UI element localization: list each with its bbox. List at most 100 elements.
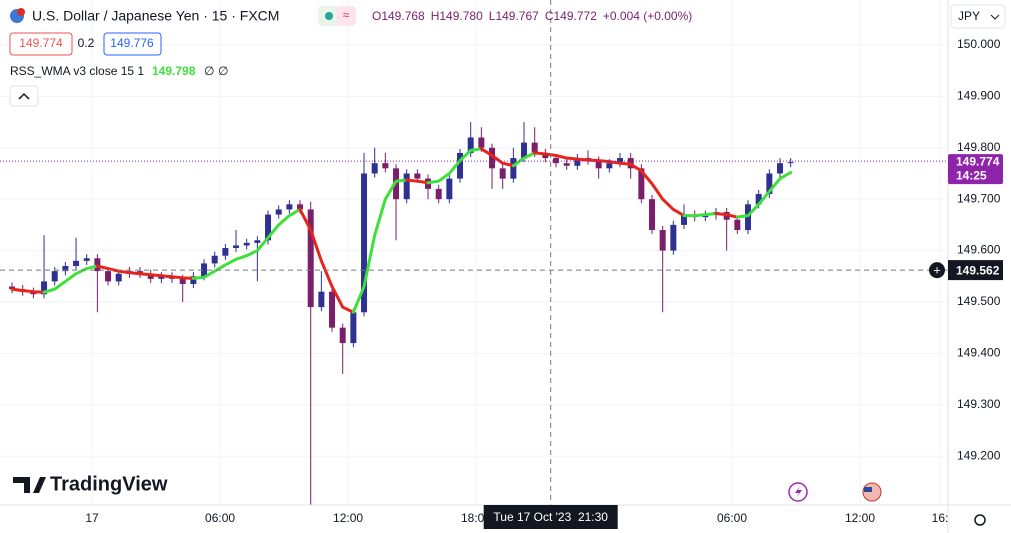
indicator-na: ∅ <box>218 64 228 78</box>
candle-body <box>201 263 208 277</box>
candle-body <box>275 209 282 215</box>
y-tick-label: 149.300 <box>957 397 1001 411</box>
candle-body <box>211 255 218 264</box>
candle-body <box>41 281 48 295</box>
candle-body <box>254 240 261 243</box>
candle-body <box>478 137 485 148</box>
y-tick-label: 149.900 <box>957 89 1001 103</box>
indicator-na: ∅ <box>204 64 214 78</box>
indicator-line <box>714 212 739 219</box>
y-tick-label: 149.800 <box>957 140 1001 154</box>
indicator-line <box>735 170 793 219</box>
change: +0.004 (+0.00%) <box>603 9 692 23</box>
crosshair-time: Tue 17 Oct '23 21:30 <box>493 510 608 524</box>
candle-body <box>777 163 784 174</box>
candle-body <box>638 168 645 200</box>
crosshair-add <box>929 262 945 279</box>
sell-price[interactable]: 149.774 <box>19 36 63 50</box>
event-flag-part <box>864 487 872 492</box>
logo-icon <box>13 477 46 493</box>
candle-body <box>531 142 538 153</box>
currency[interactable]: JPY <box>958 9 980 23</box>
indicator-line <box>298 207 355 314</box>
status-dot <box>325 12 333 20</box>
y-tick-label: 149.700 <box>957 191 1001 205</box>
sell-button[interactable] <box>9 32 73 56</box>
candle-body <box>574 158 581 166</box>
candle-body <box>51 271 58 282</box>
status-badge[interactable] <box>336 6 356 26</box>
symbol-icon <box>17 8 25 16</box>
indicator-line <box>351 178 409 314</box>
candle-body <box>83 258 90 261</box>
candle-body <box>734 219 741 231</box>
countdown: 14:25 <box>956 168 987 182</box>
candle-body <box>297 204 304 210</box>
plot <box>0 0 948 505</box>
candle-body <box>606 163 613 169</box>
ohlc: O149.768 H149.780 L149.767 C149.772 <box>372 9 597 23</box>
candle-body <box>62 265 69 272</box>
last-price-box <box>948 154 1003 185</box>
candle-body <box>659 230 666 251</box>
indicator-line <box>10 287 46 294</box>
candle-body <box>339 327 346 344</box>
x-tick-label: 17 <box>85 511 99 525</box>
indicator-line <box>682 212 718 218</box>
candle-body <box>542 152 549 159</box>
candle-body <box>382 163 389 169</box>
currency-dropdown[interactable] <box>950 4 1006 29</box>
y-tick-label: 149.400 <box>957 346 1001 360</box>
axes: 150.000 149.900 149.800 149.700 149.600 149.5… <box>85 37 1003 529</box>
candle-body <box>521 142 528 159</box>
last-price-label: 149.774 <box>956 154 1000 168</box>
buy-button[interactable] <box>103 32 162 56</box>
candle-body <box>670 224 677 251</box>
indicator-name[interactable]: RSS_WMA v3 close 15 1 <box>10 64 144 78</box>
candle-body <box>446 178 453 200</box>
candle-body <box>755 194 762 205</box>
candle-body <box>179 278 186 284</box>
candle-body <box>329 291 336 328</box>
candle-body <box>745 204 752 231</box>
indicator-line <box>42 264 99 294</box>
spread: 0.2 <box>78 36 95 50</box>
crosshair-add-glyph: + <box>933 263 941 278</box>
candle-body <box>233 245 240 249</box>
candle-body <box>371 163 378 174</box>
indicator-value: 149.798 <box>152 64 196 78</box>
candle-body <box>286 204 293 210</box>
ohlc-value: C149.772 <box>545 9 597 23</box>
candle-body <box>147 273 154 279</box>
logo[interactable]: TradingView <box>50 473 168 495</box>
candle-body <box>414 173 421 179</box>
buy-price[interactable]: 149.776 <box>110 36 154 50</box>
crosshair-price-box <box>948 260 1003 281</box>
candle-body <box>265 214 272 241</box>
ohlc-value: O149.768 <box>372 9 425 23</box>
candle-body <box>222 248 229 256</box>
candle-body <box>403 173 410 200</box>
candle-body <box>595 160 602 169</box>
indicator-line <box>191 207 302 280</box>
candle-body <box>307 209 314 308</box>
y-tick-label: 150.000 <box>957 37 1001 51</box>
x-tick-label: 06:00 <box>205 511 235 525</box>
candle-body <box>190 276 197 284</box>
symbol-title[interactable]: U.S. Dollar / Japanese Yen · 15 · FXCM <box>32 8 279 24</box>
indicator-line <box>95 264 195 280</box>
y-tick-label: 149.200 <box>957 448 1001 462</box>
dropdown-icon <box>990 14 1000 20</box>
candle-body <box>115 273 122 282</box>
candle-body <box>681 214 688 225</box>
candle-body <box>361 173 368 313</box>
candle-body <box>510 158 517 179</box>
crosshair-time-box <box>483 505 618 529</box>
collapse-button[interactable] <box>9 85 39 107</box>
candle-body <box>243 242 250 246</box>
status-icon: ≈ <box>343 8 350 22</box>
candle-body <box>563 163 570 166</box>
settings-icon[interactable] <box>974 514 986 526</box>
y-tick-label: 149.500 <box>957 294 1001 308</box>
